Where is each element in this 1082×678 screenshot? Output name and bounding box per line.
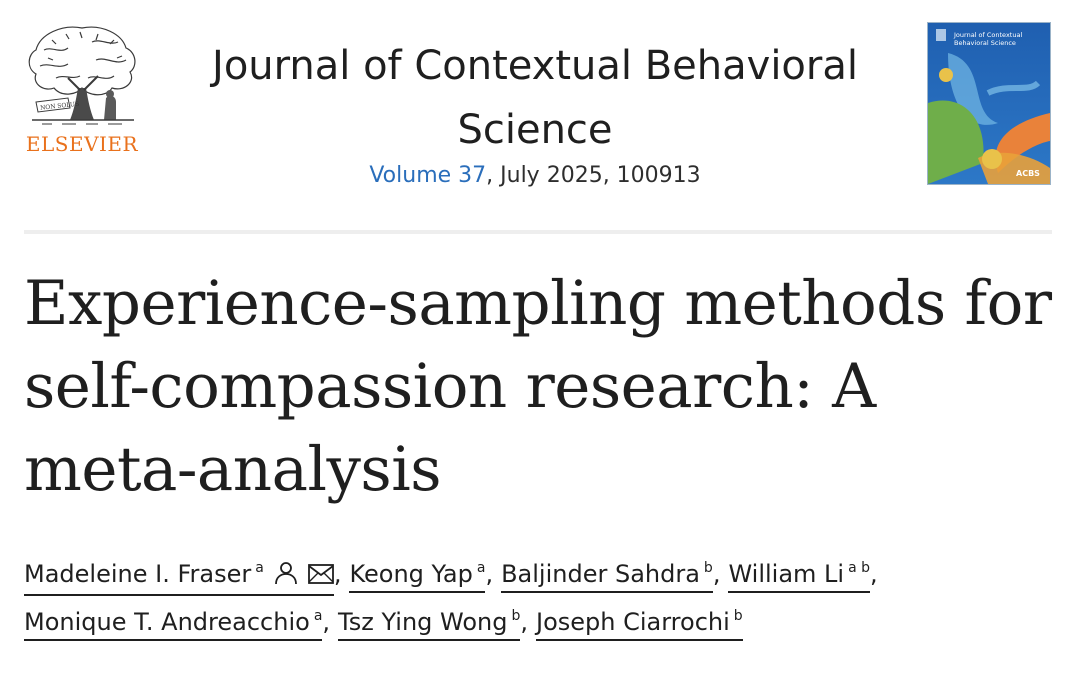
affiliation-marker: a bbox=[476, 560, 486, 576]
logo-motto: NON SOLUS bbox=[40, 101, 80, 112]
author-separator: , bbox=[485, 560, 494, 588]
article-title: Experience-sampling methods for self-com… bbox=[24, 268, 1052, 505]
author-name: Madeleine I. Fraser bbox=[24, 560, 252, 588]
author-name: Joseph Ciarrochi bbox=[536, 608, 730, 636]
affiliation-marker: a bbox=[255, 560, 264, 576]
cover-title: Journal of Contextual Behavioral Science bbox=[953, 31, 1024, 47]
author-name: Baljinder Sahdra bbox=[501, 560, 700, 588]
header-divider bbox=[24, 230, 1052, 234]
author-link[interactable]: Tsz Ying Wong b bbox=[338, 600, 521, 641]
journal-cover-image: Journal of Contextual Behavioral Science… bbox=[928, 23, 1050, 184]
author-link[interactable]: Joseph Ciarrochi b bbox=[536, 600, 743, 641]
affiliation-marker: b bbox=[733, 608, 743, 624]
author-separator: , bbox=[322, 608, 331, 636]
author-separator: , bbox=[870, 560, 878, 588]
author-separator: , bbox=[520, 608, 528, 636]
author-link[interactable]: Keong Yap a bbox=[349, 552, 486, 593]
author-link[interactable]: William Li a b bbox=[728, 552, 871, 593]
affiliation-marker: a b bbox=[848, 560, 871, 576]
person-icon bbox=[274, 561, 298, 593]
volume-link[interactable]: Volume 37 bbox=[369, 163, 487, 188]
affiliation-marker: b bbox=[703, 560, 713, 576]
envelope-icon bbox=[307, 561, 334, 593]
issue-line: Volume 37, July 2025, 100913 bbox=[170, 163, 900, 188]
author-link[interactable]: Monique T. Andreacchio a bbox=[24, 600, 323, 641]
journal-cover-link[interactable]: Journal of Contextual Behavioral Science… bbox=[927, 22, 1051, 185]
article-header: NON SOLUS ELSEVIER Journal of Contextual… bbox=[0, 0, 1082, 200]
author-link[interactable]: Madeleine I. Fraser a bbox=[24, 552, 334, 596]
cover-badge: ACBS bbox=[1016, 169, 1040, 178]
author-name: Tsz Ying Wong bbox=[338, 608, 508, 636]
author-separator: , bbox=[712, 560, 721, 588]
elsevier-tree-icon: NON SOLUS bbox=[28, 26, 136, 125]
journal-title-link[interactable]: Journal of Contextual Behavioral Science bbox=[212, 43, 858, 153]
author-name: Keong Yap bbox=[349, 560, 473, 588]
author-separator: , bbox=[333, 560, 342, 588]
author-name: William Li bbox=[728, 560, 845, 588]
author-name: Monique T. Andreacchio bbox=[24, 608, 310, 636]
author-line-2: Monique T. Andreacchio a, Tsz Ying Wong b, J… bbox=[24, 598, 1064, 646]
affiliation-marker: b bbox=[511, 608, 521, 624]
issue-details: , July 2025, 100913 bbox=[486, 163, 701, 188]
publisher-name: ELSEVIER bbox=[25, 132, 139, 156]
publisher-logo-link[interactable]: NON SOLUS ELSEVIER bbox=[22, 20, 142, 156]
author-link[interactable]: Baljinder Sahdra b bbox=[501, 552, 713, 593]
affiliation-marker: a bbox=[313, 608, 323, 624]
author-list: Madeleine I. Fraser a, Keong Yap a, Baljinde… bbox=[24, 550, 1064, 646]
